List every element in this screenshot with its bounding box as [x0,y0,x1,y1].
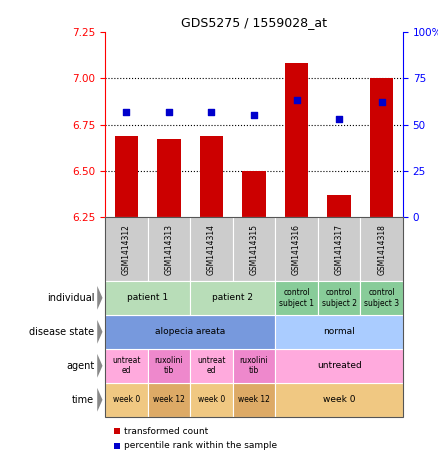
Text: ruxolini
tib: ruxolini tib [240,356,268,376]
Text: normal: normal [323,328,355,336]
Text: untreat
ed: untreat ed [197,356,226,376]
Text: GSM1414317: GSM1414317 [335,224,344,275]
Bar [242,171,266,217]
Text: week 0: week 0 [323,395,355,404]
Text: untreat
ed: untreat ed [112,356,141,376]
Bar [370,78,393,217]
Text: alopecia areata: alopecia areata [155,328,225,336]
Text: GSM1414314: GSM1414314 [207,224,216,275]
Text: time: time [72,395,94,405]
Text: week 12: week 12 [153,395,185,404]
Title: GDS5275 / 1559028_at: GDS5275 / 1559028_at [181,16,327,29]
Text: control
subject 2: control subject 2 [321,288,357,308]
Text: agent: agent [66,361,94,371]
Point [166,108,173,115]
Bar [200,136,223,217]
Bar [328,195,351,217]
Point [251,111,258,119]
Text: week 0: week 0 [198,395,225,404]
Text: patient 2: patient 2 [212,294,253,302]
Text: individual: individual [47,293,94,303]
Point [123,108,130,115]
Text: control
subject 3: control subject 3 [364,288,399,308]
Text: transformed count: transformed count [124,427,208,436]
Text: ruxolini
tib: ruxolini tib [155,356,183,376]
Bar [285,63,308,217]
Text: disease state: disease state [29,327,94,337]
Point [336,116,343,123]
Bar [157,140,180,217]
Bar [115,136,138,217]
Text: GSM1414315: GSM1414315 [250,224,258,275]
Text: untreated: untreated [317,361,361,370]
Text: GSM1414313: GSM1414313 [164,224,173,275]
Point [378,99,385,106]
Text: patient 1: patient 1 [127,294,168,302]
Text: percentile rank within the sample: percentile rank within the sample [124,441,277,450]
Text: GSM1414316: GSM1414316 [292,224,301,275]
Text: GSM1414318: GSM1414318 [377,224,386,275]
Text: GSM1414312: GSM1414312 [122,224,131,275]
Point [208,108,215,115]
Text: week 12: week 12 [238,395,270,404]
Text: week 0: week 0 [113,395,140,404]
Point [293,97,300,104]
Text: control
subject 1: control subject 1 [279,288,314,308]
